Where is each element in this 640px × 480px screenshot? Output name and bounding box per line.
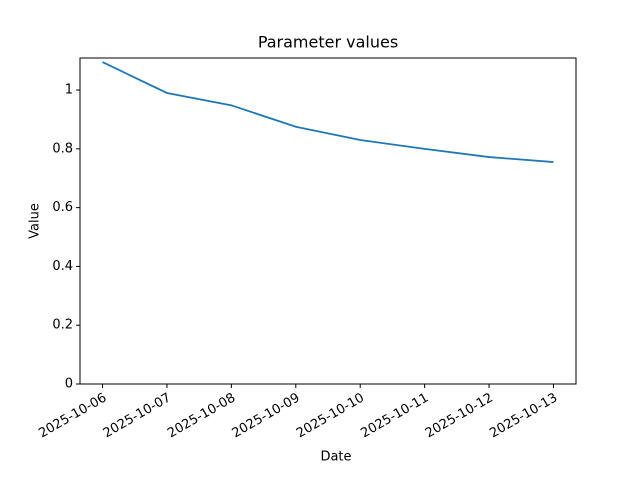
x-tick-label: 2025-10-12 (423, 391, 496, 442)
y-tick-label: 0.4 (52, 259, 73, 274)
x-tick-label: 2025-10-13 (487, 391, 560, 442)
x-tick-label: 2025-10-10 (294, 391, 367, 442)
x-tick-label: 2025-10-09 (230, 391, 303, 442)
data-line (102, 61, 554, 163)
y-tick-label: 0.6 (52, 200, 73, 215)
plot-frame (79, 57, 577, 385)
chart-title: Parameter values (258, 33, 398, 52)
y-axis-label: Value (28, 203, 43, 239)
y-tick-label: 0.2 (52, 318, 73, 333)
x-tick-label: 2025-10-07 (101, 391, 174, 442)
x-axis-label: Date (320, 450, 351, 465)
y-tick-label: 1 (65, 83, 73, 98)
y-tick-label: 0.8 (52, 141, 73, 156)
x-tick-label: 2025-10-06 (36, 391, 109, 442)
x-tick-label: 2025-10-08 (165, 391, 238, 442)
x-tick-label: 2025-10-11 (358, 391, 431, 442)
y-tick-label: 0 (65, 377, 73, 392)
